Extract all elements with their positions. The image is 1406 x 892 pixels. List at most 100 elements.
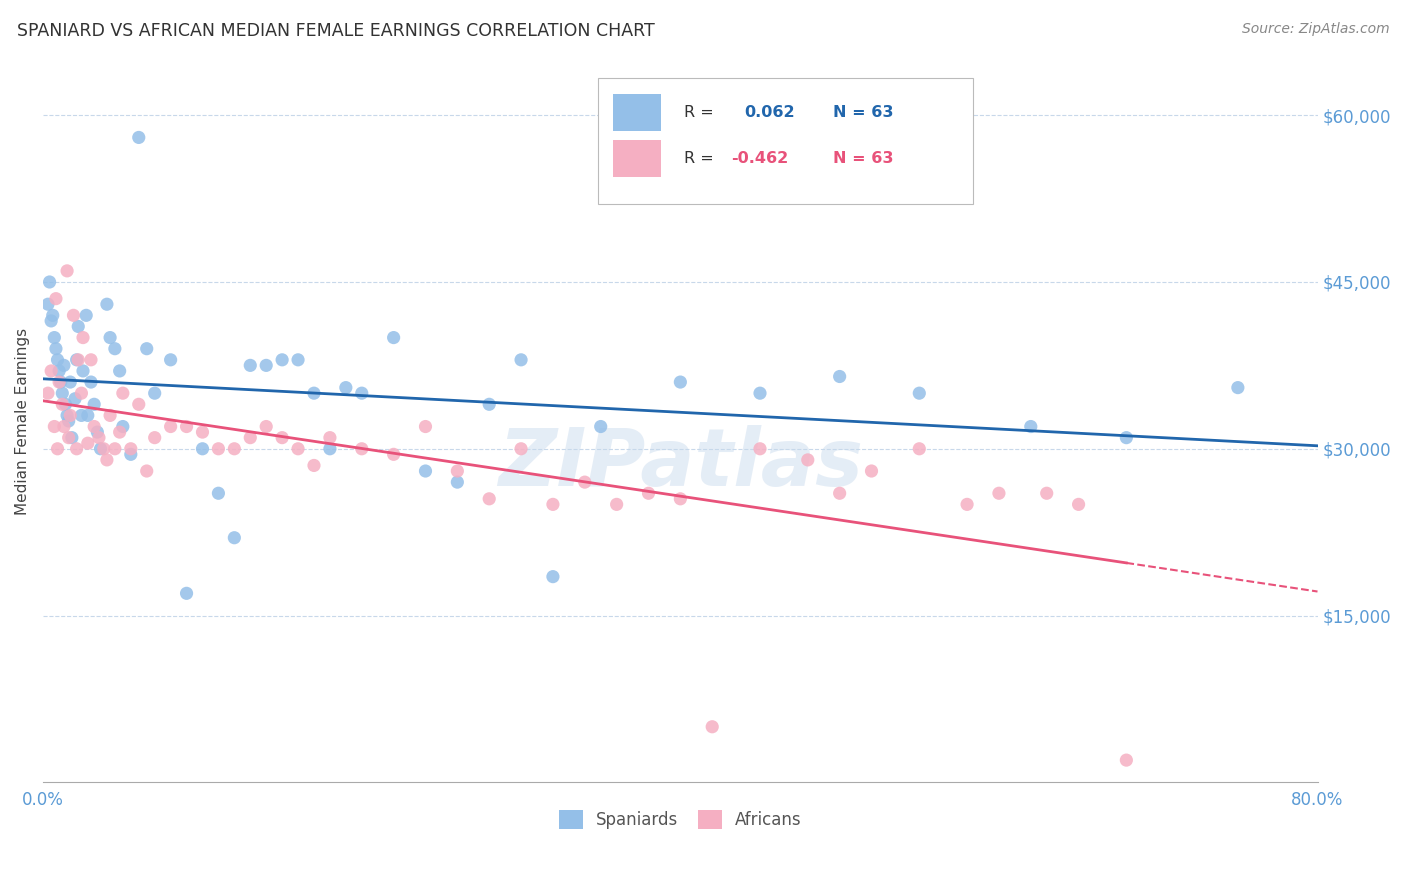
Point [38, 275, 60, 289]
Point [1019, 419, 1042, 434]
Point [90, 442, 112, 456]
Point [224, 442, 246, 456]
Point [76, 409, 98, 423]
Point [143, 431, 166, 445]
Point [56, 264, 79, 278]
Point [96, 297, 118, 311]
Point [271, 431, 294, 445]
Point [254, 419, 277, 434]
Point [860, 464, 883, 478]
Point [128, 130, 150, 145]
Point [176, 419, 198, 434]
Text: R =: R = [685, 151, 718, 166]
Point [60, 431, 83, 445]
Point [52, 359, 75, 373]
Point [83, 419, 105, 434]
FancyBboxPatch shape [598, 78, 973, 204]
Point [606, 497, 628, 511]
Legend: Spaniards, Africans: Spaniards, Africans [553, 803, 808, 836]
Point [239, 431, 262, 445]
Point [415, 419, 437, 434]
Point [59, 409, 82, 423]
Point [574, 475, 596, 490]
Point [302, 458, 325, 473]
Point [58, 431, 80, 445]
Point [76, 436, 98, 450]
Point [541, 497, 564, 511]
Point [67, 352, 90, 367]
Point [59, 375, 82, 389]
Bar [613, 94, 661, 131]
Point [111, 386, 134, 401]
Point [702, 720, 724, 734]
Point [415, 464, 437, 478]
Point [159, 419, 181, 434]
Point [135, 342, 157, 356]
Point [287, 442, 309, 456]
Point [70, 386, 93, 401]
Point [319, 431, 342, 445]
Point [541, 569, 564, 583]
Point [176, 586, 198, 600]
Point [271, 352, 294, 367]
Point [45, 292, 67, 306]
Point [207, 486, 229, 500]
Point [135, 464, 157, 478]
Point [39, 364, 62, 378]
Point [128, 397, 150, 411]
Text: SPANIARD VS AFRICAN MEDIAN FEMALE EARNINGS CORRELATION CHART: SPANIARD VS AFRICAN MEDIAN FEMALE EARNIN… [17, 22, 655, 40]
Point [56, 409, 79, 423]
Point [49, 375, 72, 389]
Point [510, 352, 533, 367]
Point [83, 397, 105, 411]
Point [350, 386, 373, 401]
Point [1035, 486, 1057, 500]
Point [382, 447, 405, 461]
Point [191, 425, 214, 439]
Point [98, 330, 121, 344]
Point [52, 419, 75, 434]
Point [46, 352, 69, 367]
Point [120, 447, 142, 461]
Point [987, 486, 1010, 500]
Point [45, 342, 67, 356]
Point [48, 375, 70, 389]
Point [63, 392, 86, 406]
Point [302, 386, 325, 401]
Text: Source: ZipAtlas.com: Source: ZipAtlas.com [1241, 22, 1389, 37]
Point [108, 364, 131, 378]
Point [287, 352, 309, 367]
Point [335, 381, 357, 395]
Text: -0.462: -0.462 [731, 151, 789, 166]
Point [104, 442, 127, 456]
Point [66, 442, 89, 456]
Point [828, 369, 851, 384]
Point [1067, 497, 1090, 511]
Point [319, 442, 342, 456]
Point [382, 330, 405, 344]
Bar [613, 140, 661, 178]
Point [224, 531, 246, 545]
Point [104, 342, 127, 356]
Point [48, 364, 70, 378]
Point [80, 352, 103, 367]
Point [828, 486, 851, 500]
Point [72, 330, 94, 344]
Text: ZIPatlas: ZIPatlas [498, 425, 863, 503]
Point [669, 491, 692, 506]
Y-axis label: Median Female Earnings: Median Female Earnings [15, 327, 30, 515]
Point [86, 425, 108, 439]
Point [58, 414, 80, 428]
Point [254, 359, 277, 373]
Point [93, 442, 115, 456]
Point [80, 375, 103, 389]
Point [956, 497, 979, 511]
Point [637, 486, 659, 500]
Point [66, 352, 89, 367]
Point [1115, 753, 1137, 767]
Point [111, 419, 134, 434]
Point [75, 309, 97, 323]
Point [55, 397, 77, 411]
Point [350, 442, 373, 456]
Point [159, 352, 181, 367]
